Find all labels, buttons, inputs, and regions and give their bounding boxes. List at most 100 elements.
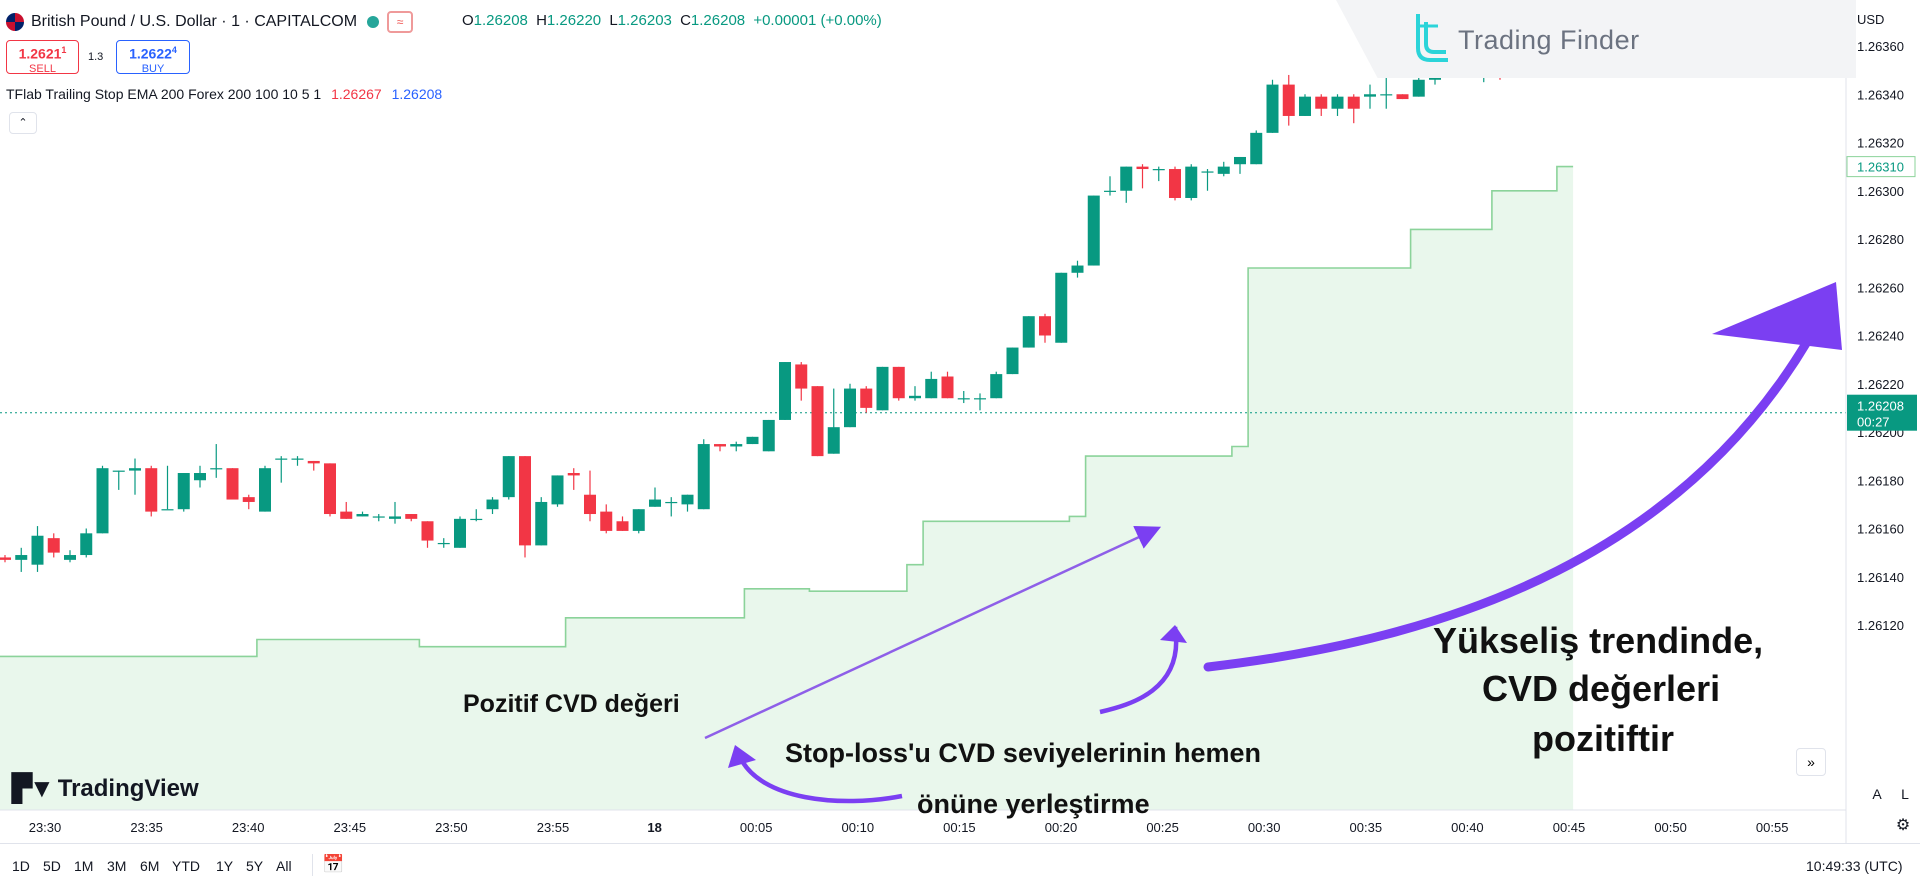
annotation-uptrend-line2: CVD değerleri — [1482, 668, 1721, 709]
chart-settings-icon[interactable]: ⚙ — [1895, 817, 1911, 834]
timeframe-1m[interactable]: 1M — [74, 858, 94, 874]
candle-body — [1412, 79, 1425, 97]
candle-body — [925, 378, 938, 399]
candle — [1250, 130, 1263, 165]
candle-body — [616, 521, 629, 531]
candle — [340, 501, 353, 519]
candle-body — [161, 509, 174, 511]
scroll-to-realtime-button[interactable]: » — [1796, 748, 1826, 776]
candle — [291, 456, 304, 466]
candle-body — [1022, 316, 1035, 348]
data-delay-icon[interactable]: ≈ — [387, 11, 414, 33]
auto-scale-button[interactable]: A — [1872, 786, 1882, 802]
timeframe-ytd[interactable]: YTD — [172, 858, 200, 874]
open-label: O — [462, 12, 474, 29]
candle — [876, 366, 889, 411]
candle-body — [1364, 94, 1376, 97]
candle — [177, 473, 190, 512]
time-tick-label: 23:50 — [435, 820, 468, 835]
timeframe-all[interactable]: All — [276, 858, 292, 874]
candle-body — [1250, 132, 1263, 165]
candle — [1006, 347, 1019, 375]
calendar-icon[interactable]: 📅 — [322, 854, 345, 874]
timeframe-3m[interactable]: 3M — [107, 858, 127, 874]
low-label: L — [609, 12, 618, 29]
candle — [1152, 166, 1165, 182]
candle — [1055, 272, 1068, 343]
candle-body — [1087, 195, 1100, 266]
candle-body — [96, 468, 109, 534]
timeframe-1d[interactable]: 1D — [12, 858, 30, 874]
candle — [1022, 316, 1035, 348]
timeframe-1y[interactable]: 1Y — [216, 858, 234, 874]
candle-body — [730, 444, 743, 447]
candle-body — [1331, 96, 1344, 109]
candle — [502, 456, 515, 500]
timeframe-5y[interactable]: 5Y — [246, 858, 264, 874]
candle-body — [957, 398, 970, 400]
candle-body — [1152, 169, 1165, 171]
time-tick-label: 00:45 — [1553, 820, 1586, 835]
candle-body — [1006, 347, 1019, 375]
candle — [779, 362, 791, 420]
candle — [454, 516, 466, 548]
symbol-row[interactable]: British Pound / U.S. Dollar · 1 · CAPITA… — [6, 11, 414, 33]
symbol-title[interactable]: British Pound / U.S. Dollar · 1 · CAPITA… — [31, 13, 358, 30]
candle-body — [795, 364, 808, 389]
candle-body — [324, 463, 336, 515]
candle-body — [405, 514, 418, 519]
candle-body — [1055, 272, 1068, 343]
candle-body — [567, 473, 580, 476]
chart-header: British Pound / U.S. Dollar · 1 · CAPITA… — [0, 0, 1840, 134]
candle — [1104, 176, 1116, 196]
sell-button[interactable]: 1.26211 SELL — [6, 40, 79, 75]
trading-finder-logo-icon — [1416, 14, 1448, 62]
candle — [1071, 260, 1084, 278]
candle — [1396, 94, 1409, 100]
price-chart[interactable]: USD 1.26360 1.26340 1.26320 1.26300 1.26280 1.… — [0, 0, 1920, 843]
collapse-legend-button[interactable]: ⌃ — [9, 112, 37, 134]
candle — [519, 456, 531, 558]
ohlc-values: O1.26208 H1.26220 L1.26203 C1.26208 +0.0… — [462, 12, 886, 29]
indicator-value-red: 1.26267 — [331, 86, 382, 102]
candle-body — [1234, 156, 1246, 165]
high-value: 1.26220 — [546, 12, 602, 29]
candle — [372, 514, 385, 522]
indicator-name[interactable]: TFlab Trailing Stop EMA 200 Forex 200 10… — [6, 86, 322, 102]
candle-body — [1201, 171, 1214, 173]
log-scale-button[interactable]: L — [1901, 786, 1909, 802]
utc-clock[interactable]: 10:49:33 (UTC) — [1806, 858, 1903, 874]
candle — [324, 463, 336, 517]
countdown-label: 00:27 — [1857, 415, 1890, 430]
candle — [1136, 164, 1149, 189]
price-axis-currency: USD — [1857, 12, 1884, 27]
annotation-positive-cvd: Pozitif CVD değeri — [463, 690, 680, 718]
candle — [551, 475, 564, 507]
candle-body — [990, 374, 1003, 399]
candle — [486, 497, 499, 515]
timeframe-6m[interactable]: 6M — [140, 858, 160, 874]
candle — [649, 487, 661, 507]
high-label: H — [536, 12, 547, 29]
buy-button[interactable]: 1.26224 BUY — [116, 40, 190, 75]
candle-body — [584, 494, 596, 515]
trailing-stop-area — [0, 166, 1574, 810]
candle — [990, 371, 1003, 399]
candle-body — [551, 475, 564, 505]
candle-body — [226, 468, 239, 500]
time-tick-label: 23:40 — [232, 820, 265, 835]
price-tick-label: 1.26240 — [1857, 329, 1904, 344]
candle-body — [632, 509, 645, 531]
close-label: C — [680, 12, 691, 29]
candle-body — [64, 555, 76, 560]
candle-body — [177, 473, 190, 510]
candle-body — [892, 366, 905, 399]
candle-body — [31, 535, 44, 565]
candle-body — [242, 497, 255, 502]
time-tick-label: 00:10 — [842, 820, 875, 835]
candle-body — [437, 542, 450, 545]
timeframe-5d[interactable]: 5D — [43, 858, 61, 874]
market-open-icon — [367, 16, 380, 28]
indicator-legend[interactable]: TFlab Trailing Stop EMA 200 Forex 200 10… — [6, 86, 442, 102]
tradingview-logo[interactable]: ▛▼ TradingView — [12, 773, 199, 804]
